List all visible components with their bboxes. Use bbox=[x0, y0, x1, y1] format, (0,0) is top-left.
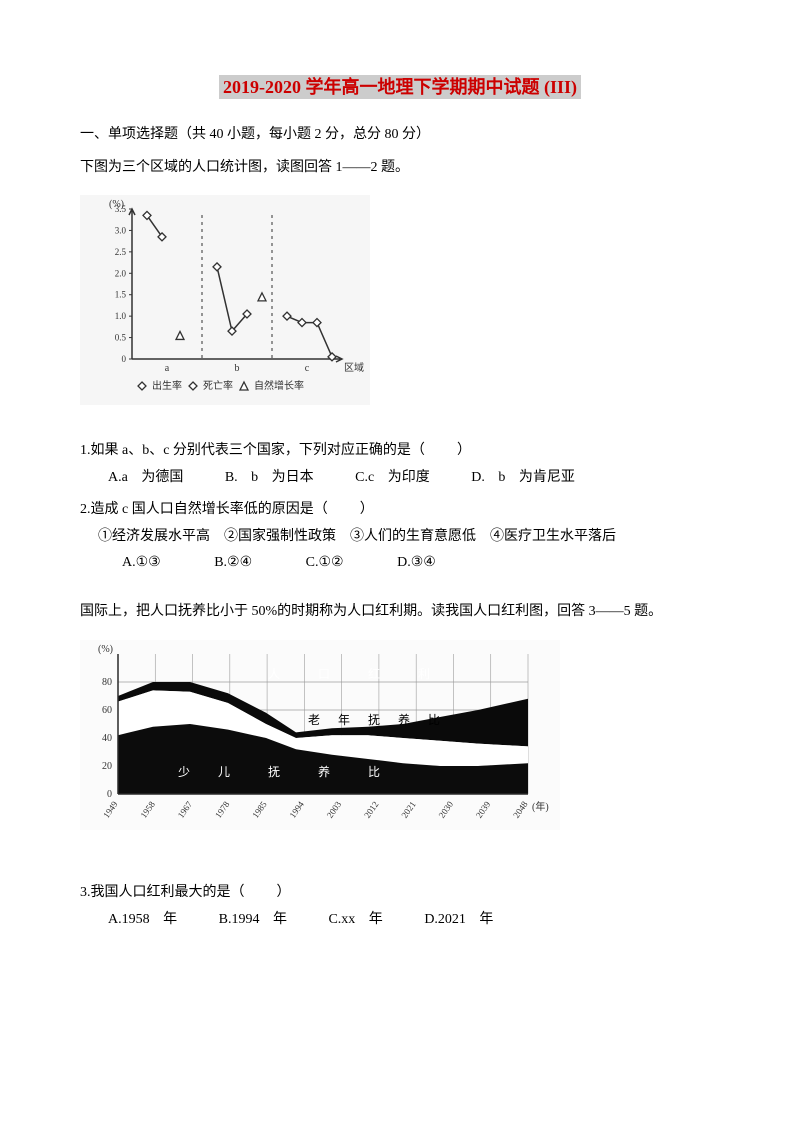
svg-text:b: b bbox=[235, 363, 240, 374]
question-1: 1.如果 a、b、c 分别代表三个国家，下列对应正确的是（ ） bbox=[80, 438, 720, 465]
svg-text:a: a bbox=[165, 363, 170, 374]
q1-opt-b: B. b 为日本 bbox=[225, 470, 314, 485]
svg-text:80: 80 bbox=[102, 677, 112, 688]
q1-close: ） bbox=[457, 443, 471, 458]
svg-text:20: 20 bbox=[102, 761, 112, 772]
q3-options: A.1958 年 B.1994 年 C.xx 年 D.2021 年 bbox=[108, 907, 720, 934]
q3-opt-b: B.1994 年 bbox=[219, 912, 287, 927]
svg-text:60: 60 bbox=[102, 705, 112, 716]
q2-blank bbox=[328, 502, 360, 517]
svg-text:死亡率: 死亡率 bbox=[203, 379, 233, 392]
q2-stem: 2.造成 c 国人口自然增长率低的原因是（ bbox=[80, 502, 328, 517]
svg-text:2.5: 2.5 bbox=[115, 247, 127, 257]
q2-opt-a: A.①③ bbox=[122, 555, 161, 570]
q3-opt-a: A.1958 年 bbox=[108, 912, 177, 927]
svg-text:老: 老 bbox=[308, 713, 320, 727]
q3-close: ） bbox=[277, 885, 291, 900]
svg-text:比: 比 bbox=[428, 713, 440, 727]
svg-text:(年): (年) bbox=[532, 800, 549, 813]
q1-opt-d: D. b 为肯尼亚 bbox=[471, 470, 575, 485]
q2-options: A.①③ B.②④ C.①② D.③④ bbox=[122, 550, 720, 577]
svg-text:年: 年 bbox=[338, 713, 350, 727]
svg-text:利: 利 bbox=[418, 667, 430, 681]
svg-text:0.5: 0.5 bbox=[115, 333, 127, 343]
q1-stem: 1.如果 a、b、c 分别代表三个国家，下列对应正确的是（ bbox=[80, 443, 425, 458]
svg-text:1.0: 1.0 bbox=[115, 312, 127, 322]
svg-text:自然增长率: 自然增长率 bbox=[254, 379, 304, 392]
section-heading: 一、单项选择题（共 40 小题，每小题 2 分，总分 80 分） bbox=[80, 122, 720, 149]
title-text: 2019-2020 学年高一地理下学期期中试题 (III) bbox=[219, 75, 581, 99]
q2-opt-b: B.②④ bbox=[214, 555, 252, 570]
svg-text:养: 养 bbox=[398, 712, 410, 727]
question-3: 3.我国人口红利最大的是（ ） bbox=[80, 880, 720, 907]
svg-text:区域: 区域 bbox=[344, 361, 364, 374]
svg-text:c: c bbox=[305, 363, 310, 374]
q1-opt-a: A.a 为德国 bbox=[108, 470, 183, 485]
intro-1: 下图为三个区域的人口统计图，读图回答 1——2 题。 bbox=[80, 155, 720, 182]
chart-2: (%)8060402001949195819671978198519942003… bbox=[80, 640, 720, 841]
svg-text:3.5: 3.5 bbox=[115, 204, 127, 214]
q2-items: ①经济发展水平高 ②国家强制性政策 ③人们的生育意愿低 ④医疗卫生水平落后 bbox=[98, 524, 720, 551]
svg-text:3.0: 3.0 bbox=[115, 226, 127, 236]
svg-text:抚: 抚 bbox=[268, 765, 280, 779]
svg-text:少: 少 bbox=[178, 765, 190, 779]
q3-opt-c: C.xx 年 bbox=[328, 912, 382, 927]
chart-1: (%)3.53.02.52.01.51.00.50abc区域出生率死亡率自然增长… bbox=[80, 195, 720, 416]
q1-options: A.a 为德国 B. b 为日本 C.c 为印度 D. b 为肯尼亚 bbox=[108, 465, 720, 492]
page-title: 2019-2020 学年高一地理下学期期中试题 (III) bbox=[80, 70, 720, 104]
question-2: 2.造成 c 国人口自然增长率低的原因是（ ） bbox=[80, 497, 720, 524]
svg-text:40: 40 bbox=[102, 733, 112, 744]
svg-text:0: 0 bbox=[122, 354, 127, 364]
svg-text:口: 口 bbox=[318, 667, 330, 681]
svg-text:养: 养 bbox=[318, 764, 330, 779]
chart-1-svg: (%)3.53.02.52.01.51.00.50abc区域出生率死亡率自然增长… bbox=[80, 195, 370, 405]
svg-text:2.0: 2.0 bbox=[115, 269, 127, 279]
q2-opt-c: C.①② bbox=[306, 555, 344, 570]
q3-blank bbox=[245, 885, 277, 900]
svg-text:抚: 抚 bbox=[368, 713, 380, 727]
svg-text:红: 红 bbox=[368, 666, 380, 681]
q1-opt-c: C.c 为印度 bbox=[355, 470, 430, 485]
q2-opt-d: D.③④ bbox=[397, 555, 436, 570]
q1-blank bbox=[425, 443, 457, 458]
svg-text:1.5: 1.5 bbox=[115, 290, 127, 300]
svg-text:人: 人 bbox=[268, 667, 280, 681]
svg-text:儿: 儿 bbox=[218, 765, 230, 779]
intro-2: 国际上，把人口抚养比小于 50%的时期称为人口红利期。读我国人口红利图，回答 3… bbox=[80, 599, 720, 626]
svg-text:出生率: 出生率 bbox=[152, 379, 182, 392]
svg-text:比: 比 bbox=[368, 765, 380, 779]
svg-text:(%): (%) bbox=[98, 644, 113, 655]
svg-text:0: 0 bbox=[107, 789, 112, 800]
chart-2-svg: (%)8060402001949195819671978198519942003… bbox=[80, 640, 560, 830]
q3-opt-d: D.2021 年 bbox=[424, 912, 493, 927]
q3-stem: 3.我国人口红利最大的是（ bbox=[80, 885, 245, 900]
q2-close: ） bbox=[360, 502, 374, 517]
